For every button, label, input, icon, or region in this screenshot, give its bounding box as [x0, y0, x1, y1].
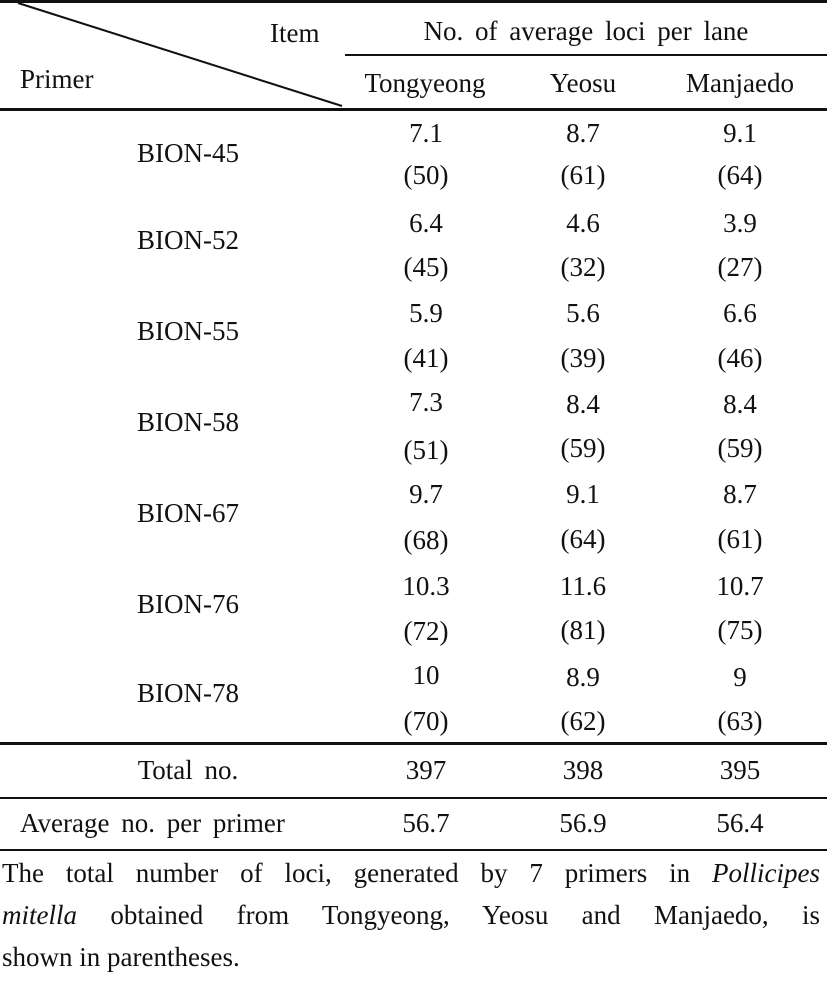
average-row-label: Average no. per primer: [20, 808, 285, 838]
table-cell-total: (68): [403, 525, 449, 555]
table-cell-value: 9.1: [566, 479, 600, 509]
total-row-value: 395: [719, 755, 761, 785]
table-bottom-rule: [0, 849, 827, 851]
table-cell-value: 9.7: [409, 479, 443, 509]
table-cell-total: (32): [560, 252, 606, 282]
table-cell-total: (61): [717, 524, 763, 554]
table-cell-value: 6.6: [723, 298, 757, 328]
table-cell-value: 10: [412, 660, 440, 690]
body-bottom-rule: [0, 742, 827, 745]
footnote-line-2: mitella obtained from Tongyeong, Yeosu a…: [2, 894, 820, 936]
group-header-rule: [345, 54, 827, 56]
table-cell-value: 3.9: [723, 208, 757, 238]
column-header-tongyeong: Tongyeong: [364, 68, 486, 98]
group-header-title: No. of average loci per lane: [423, 16, 749, 46]
column-header-yeosu: Yeosu: [549, 68, 617, 98]
table-cell-value: 5.6: [566, 298, 600, 328]
table-cell-total: (50): [403, 160, 449, 190]
average-row-value: 56.7: [402, 808, 450, 838]
table-cell-total: (64): [717, 160, 763, 190]
table-cell-value: 7.3: [409, 387, 443, 417]
table-cell-value: 8.4: [566, 389, 600, 419]
footnote-species-genus: Pollicipes: [712, 858, 820, 888]
table-cell-total: (81): [560, 615, 606, 645]
table-cell-value: 5.9: [409, 298, 443, 328]
table-cell-total: (45): [403, 252, 449, 282]
corner-primer-label: Primer: [20, 64, 94, 94]
table-cell-total: (72): [403, 616, 449, 646]
table-cell-total: (27): [717, 252, 763, 282]
primer-label: BION-76: [137, 589, 239, 619]
average-row-value: 56.9: [559, 808, 607, 838]
table-cell-total: (61): [560, 160, 606, 190]
table-cell-value: 8.9: [566, 662, 600, 692]
total-row-label: Total no.: [137, 755, 239, 785]
table-cell-total: (59): [560, 433, 606, 463]
table-cell-total: (41): [403, 343, 449, 373]
footnote-species-epithet: mitella: [2, 900, 77, 930]
table-cell-value: 11.6: [559, 571, 607, 601]
table-cell-value: 6.4: [409, 208, 443, 238]
primer-label: BION-52: [137, 225, 239, 255]
primer-label: BION-67: [137, 498, 239, 528]
table-cell-value: 7.1: [409, 118, 443, 148]
table-cell-value: 8.7: [566, 118, 600, 148]
total-bottom-rule: [0, 797, 827, 799]
corner-item-label: Item: [270, 18, 320, 48]
column-header-manjaedo: Manjaedo: [686, 68, 794, 98]
footnote-line-1: The total number of loci, generated by 7…: [2, 852, 820, 894]
table-cell-total: (75): [717, 615, 763, 645]
table-cell-total: (59): [717, 433, 763, 463]
table-cell-total: (51): [403, 435, 449, 465]
total-row-value: 397: [405, 755, 447, 785]
table-cell-value: 4.6: [566, 208, 600, 238]
footnote-text: The total number of loci, generated by 7…: [2, 858, 713, 888]
header-bottom-rule: [0, 108, 827, 111]
average-row-value: 56.4: [716, 808, 764, 838]
table-cell-total: (39): [560, 343, 606, 373]
table-cell-total: (62): [560, 706, 606, 736]
table-cell-total: (70): [403, 706, 449, 736]
table-cell-value: 9.1: [723, 118, 757, 148]
footnote-text: obtained from Tongyeong, Yeosu and Manja…: [77, 900, 820, 930]
table-cell-value: 8.4: [723, 389, 757, 419]
primer-label: BION-58: [137, 407, 239, 437]
table-cell-value: 10.3: [402, 571, 450, 601]
header-diagonal-line: [17, 2, 343, 107]
table-footnote: The total number of loci, generated by 7…: [2, 852, 820, 978]
table-cell-total: (63): [717, 706, 763, 736]
primer-label: BION-55: [137, 316, 239, 346]
footnote-line-3: shown in parentheses.: [2, 942, 240, 972]
table-cell-total: (64): [560, 524, 606, 554]
primer-label: BION-78: [137, 678, 239, 708]
table-cell-value: 10.7: [716, 571, 764, 601]
table-cell-value: 9: [733, 662, 747, 692]
table-top-rule: [0, 0, 827, 3]
table-cell-total: (46): [717, 343, 763, 373]
total-row-value: 398: [562, 755, 604, 785]
primer-label: BION-45: [137, 138, 239, 168]
table-cell-value: 8.7: [723, 479, 757, 509]
